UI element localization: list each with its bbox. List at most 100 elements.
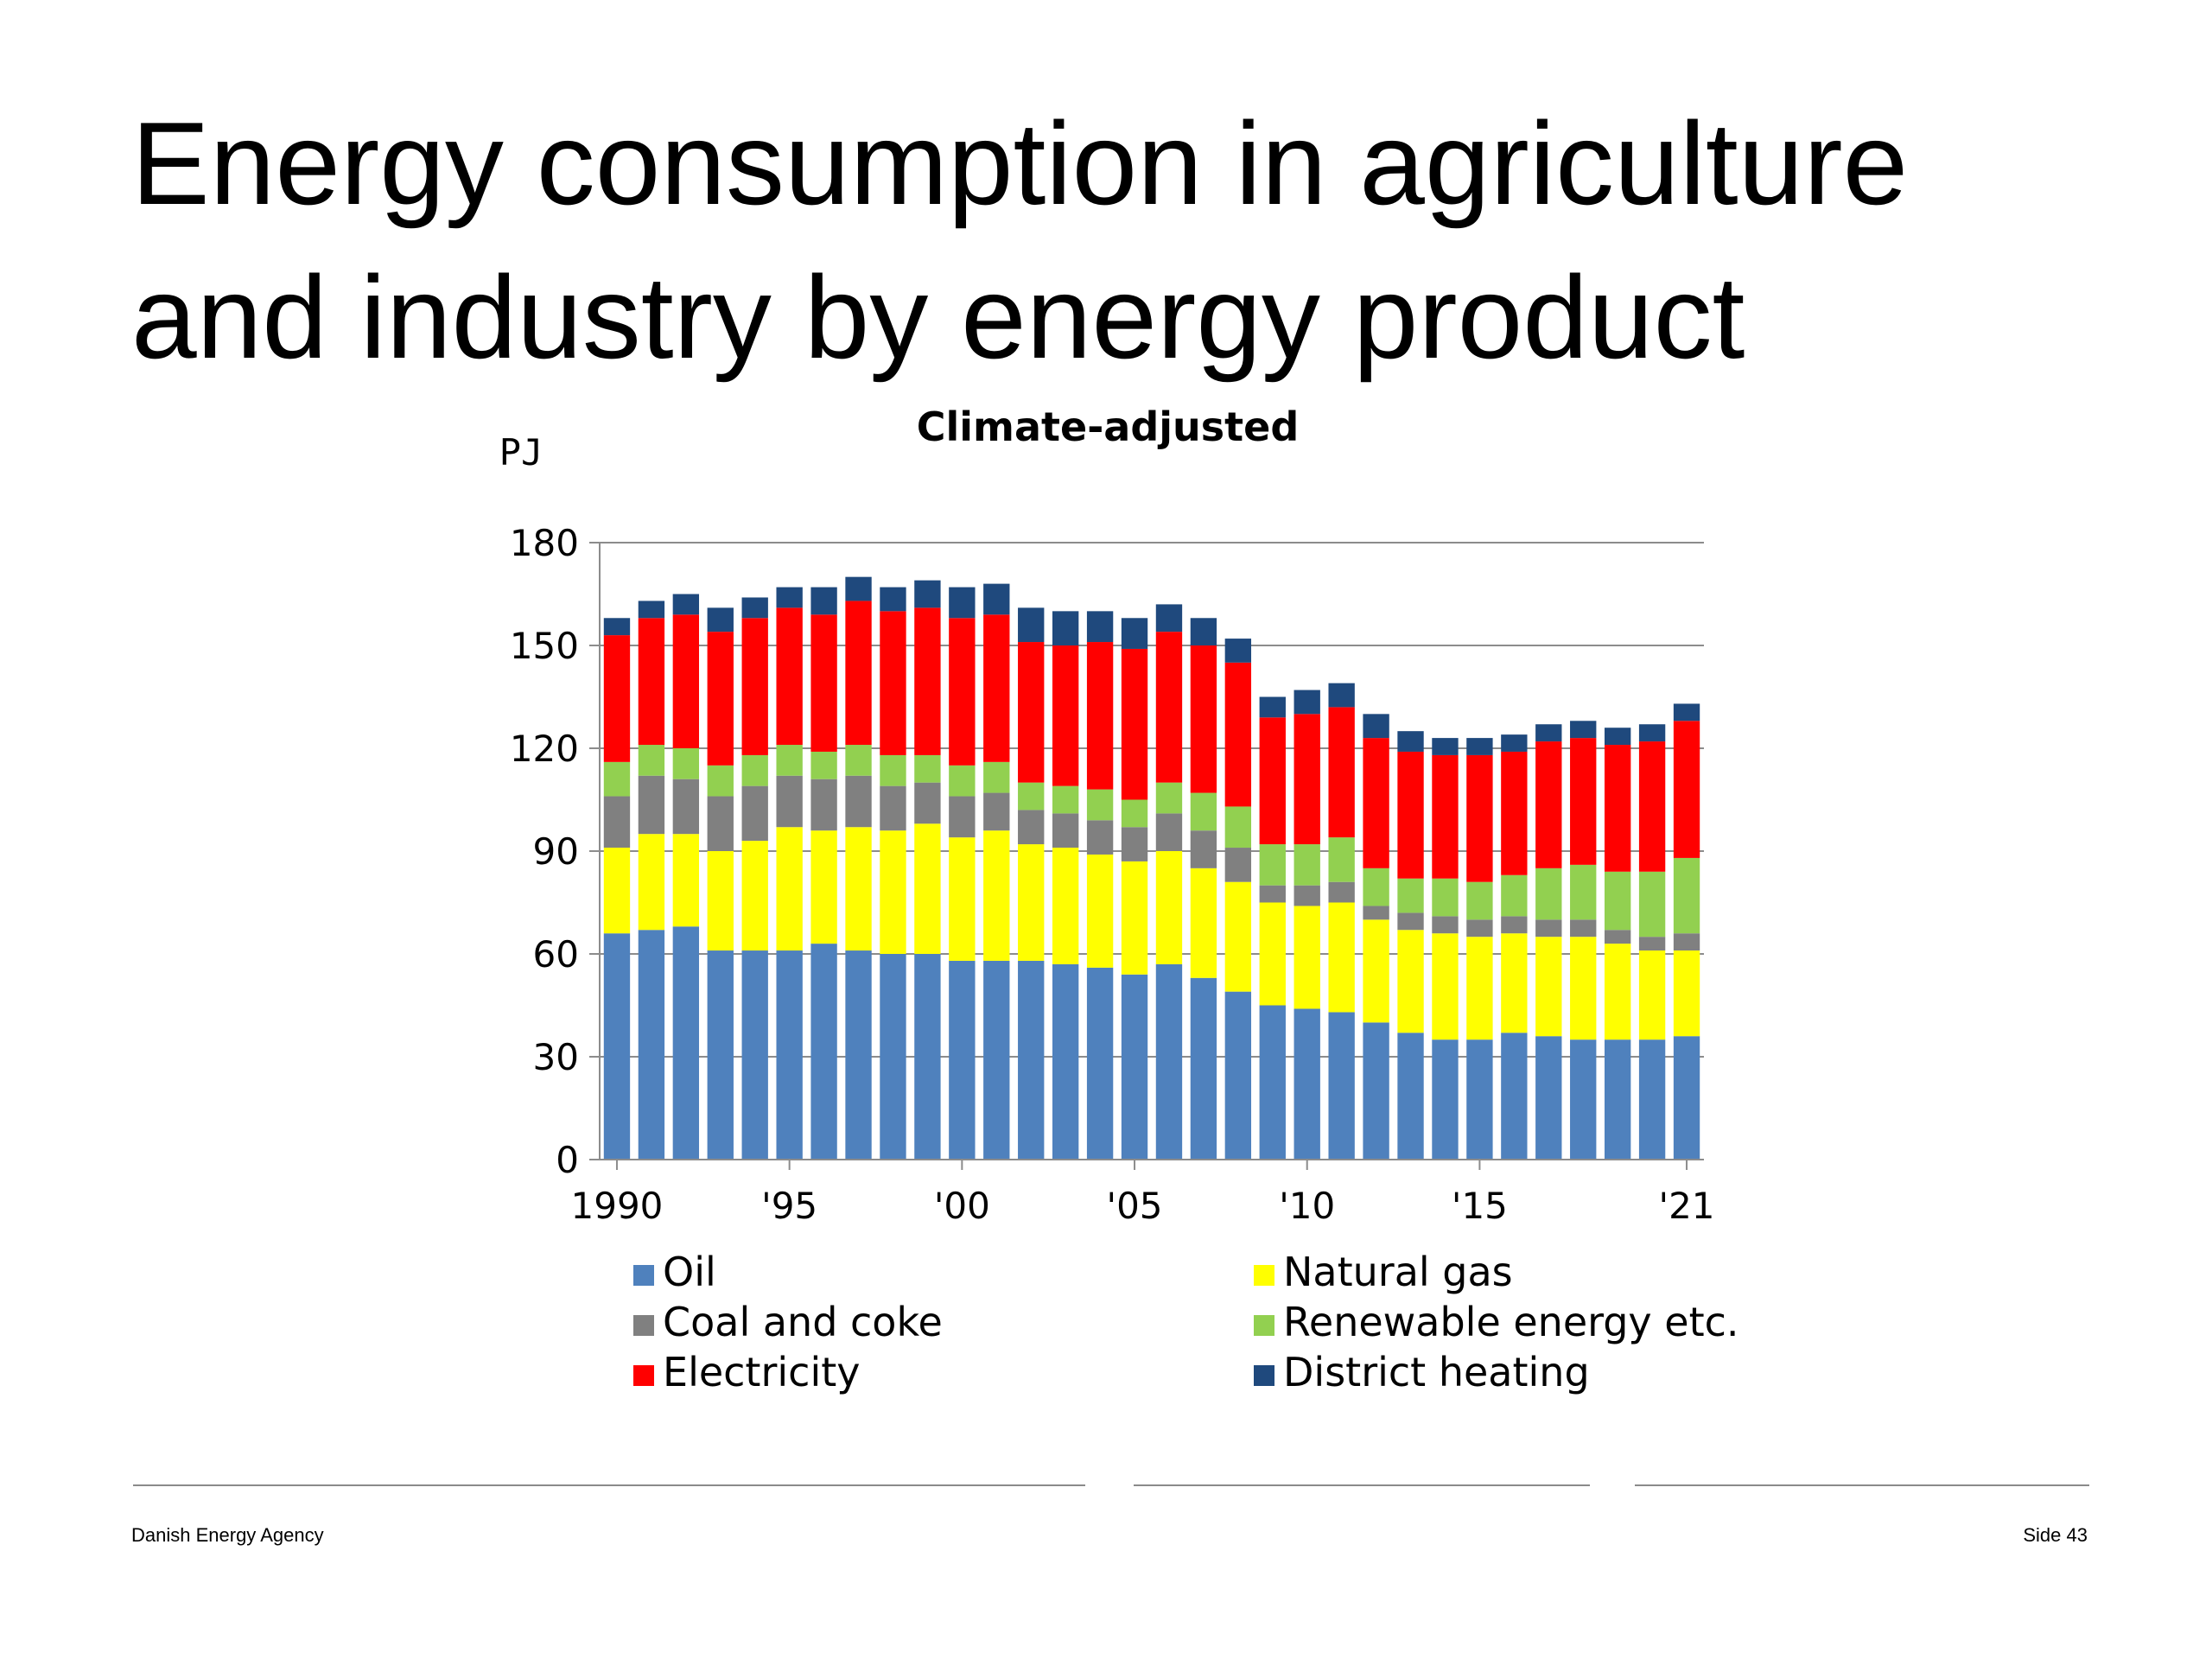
bar-segment-district-heating-2001 — [983, 583, 1010, 615]
bar-segment-oil-1996 — [810, 944, 837, 1160]
bar-segment-oil-1990 — [603, 933, 631, 1160]
bar-segment-electricity-2004 — [1086, 642, 1114, 790]
bar-segment-electricity-2020 — [1638, 741, 1666, 872]
bar-segment-natural-gas-2007 — [1190, 868, 1217, 978]
x-tick-label: '21 — [1659, 1185, 1715, 1227]
bar-segment-electricity-1999 — [914, 607, 941, 755]
bar-segment-oil-2010 — [1294, 1008, 1320, 1160]
bar-segment-electricity-2000 — [949, 618, 976, 766]
legend-swatch — [1254, 1315, 1274, 1336]
legend-label: Natural gas — [1283, 1249, 1513, 1295]
bar-segment-renewable-energy-etc-2000 — [949, 765, 976, 797]
bar-segment-renewable-energy-etc-2010 — [1294, 844, 1320, 886]
legend-label: Renewable energy etc. — [1283, 1299, 1739, 1345]
bar-segment-electricity-1990 — [603, 635, 631, 762]
bar-segment-district-heating-1991 — [638, 601, 665, 619]
bar-segment-renewable-energy-etc-2021 — [1673, 857, 1700, 934]
bar-segment-coal-and-coke-1999 — [914, 782, 941, 824]
bar-segment-coal-and-coke-1991 — [638, 775, 665, 835]
x-tick-label: '95 — [761, 1185, 817, 1227]
bar-segment-coal-and-coke-1993 — [707, 796, 734, 851]
bar-segment-electricity-2007 — [1190, 645, 1217, 793]
bar-segment-district-heating-2002 — [1018, 607, 1045, 643]
y-tick-labels: 0 30 60 90 120 150 180 — [510, 522, 579, 1181]
bar-segment-renewable-energy-etc-1995 — [776, 745, 803, 776]
bar-segment-natural-gas-2005 — [1121, 861, 1148, 975]
bar-segment-oil-2009 — [1259, 1005, 1286, 1160]
bar-segment-oil-2004 — [1086, 967, 1114, 1160]
bar-segment-coal-and-coke-2008 — [1224, 848, 1252, 882]
bar-segment-natural-gas-2021 — [1673, 950, 1700, 1037]
bar-segment-oil-2007 — [1190, 977, 1217, 1160]
bar-segment-oil-2014 — [1432, 1039, 1459, 1160]
y-tick-label: 180 — [510, 522, 579, 564]
bar-segment-electricity-2008 — [1224, 662, 1252, 807]
x-tick-labels: 1990 '95 '00 '05 '10 '15 '21 — [571, 1185, 1715, 1227]
bar-segment-oil-2005 — [1121, 974, 1148, 1160]
bar-segment-coal-and-coke-2011 — [1328, 881, 1355, 903]
bar-segment-coal-and-coke-2003 — [1052, 813, 1079, 849]
bar-segment-district-heating-2014 — [1432, 738, 1459, 755]
bar-segment-coal-and-coke-2013 — [1397, 912, 1424, 931]
bar-segment-district-heating-2007 — [1190, 618, 1217, 645]
x-tick-label: '10 — [1279, 1185, 1335, 1227]
bar-segment-natural-gas-1992 — [672, 834, 700, 927]
bar-segment-renewable-energy-etc-2009 — [1259, 844, 1286, 886]
bar-segment-district-heating-2009 — [1259, 696, 1286, 718]
footer-rule-1 — [133, 1484, 1085, 1486]
bar-segment-oil-2006 — [1155, 963, 1183, 1160]
bar-segment-coal-and-coke-2012 — [1363, 906, 1389, 920]
bar-segment-natural-gas-2001 — [983, 830, 1010, 961]
bar-segment-electricity-2016 — [1501, 751, 1528, 875]
bar-segment-oil-2008 — [1224, 991, 1252, 1160]
bar-segment-electricity-2014 — [1432, 754, 1459, 879]
x-tick-label: '15 — [1452, 1185, 1508, 1227]
bar-segment-electricity-1995 — [776, 607, 803, 746]
bar-segment-electricity-2019 — [1604, 745, 1631, 872]
bar-segment-renewable-energy-etc-1990 — [603, 761, 631, 797]
bar-segment-electricity-1997 — [845, 601, 872, 746]
bar-segment-renewable-energy-etc-1998 — [880, 754, 906, 786]
bar-segment-oil-1999 — [914, 954, 941, 1160]
legend-label: Oil — [663, 1249, 716, 1295]
bar-segment-renewable-energy-etc-2013 — [1397, 878, 1424, 913]
bar-segment-electricity-2002 — [1018, 642, 1045, 783]
bar-segment-oil-2020 — [1638, 1039, 1666, 1160]
bar-segment-renewable-energy-etc-2017 — [1535, 868, 1562, 920]
bar-segment-electricity-2001 — [983, 614, 1010, 762]
bar-segment-district-heating-1992 — [672, 594, 700, 615]
bar-segment-oil-2001 — [983, 960, 1010, 1160]
bar-segment-oil-2011 — [1328, 1012, 1355, 1160]
bar-segment-electricity-2021 — [1673, 721, 1700, 858]
bar-segment-natural-gas-2003 — [1052, 848, 1079, 964]
bar-segment-renewable-energy-etc-2001 — [983, 761, 1010, 793]
bar-segment-oil-2015 — [1466, 1039, 1493, 1160]
bar-segment-electricity-1992 — [672, 614, 700, 748]
bar-segment-renewable-energy-etc-2016 — [1501, 874, 1528, 917]
bar-segment-coal-and-coke-1992 — [672, 779, 700, 835]
bar-segment-coal-and-coke-2014 — [1432, 916, 1459, 934]
bar-segment-district-heating-1996 — [810, 587, 837, 615]
bar-segment-natural-gas-1997 — [845, 827, 872, 951]
bar-segment-oil-2018 — [1570, 1039, 1597, 1160]
bar-segment-renewable-energy-etc-1996 — [810, 751, 837, 779]
legend-swatch — [1254, 1265, 1274, 1286]
bar-segment-renewable-energy-etc-1999 — [914, 754, 941, 783]
bar-segment-natural-gas-2009 — [1259, 902, 1286, 1006]
bar-segment-district-heating-1998 — [880, 587, 906, 612]
bar-segment-coal-and-coke-2004 — [1086, 820, 1114, 855]
bar-segment-natural-gas-2014 — [1432, 933, 1459, 1040]
bar-segment-renewable-energy-etc-2006 — [1155, 782, 1183, 814]
bar-segment-district-heating-2010 — [1294, 690, 1320, 715]
bar-segment-natural-gas-2010 — [1294, 906, 1320, 1009]
bar-segment-district-heating-2017 — [1535, 724, 1562, 742]
bar-segment-renewable-energy-etc-1993 — [707, 765, 734, 797]
bar-segment-renewable-energy-etc-1991 — [638, 745, 665, 776]
bar-segment-district-heating-1997 — [845, 576, 872, 601]
slide-title-line-2: and industry by energy product — [131, 251, 1745, 383]
bar-segment-coal-and-coke-2010 — [1294, 885, 1320, 906]
bar-segment-coal-and-coke-2016 — [1501, 916, 1528, 934]
bar-segment-renewable-energy-etc-2008 — [1224, 806, 1252, 849]
bar-segment-oil-1995 — [776, 950, 803, 1160]
bar-segment-electricity-2012 — [1363, 738, 1389, 868]
